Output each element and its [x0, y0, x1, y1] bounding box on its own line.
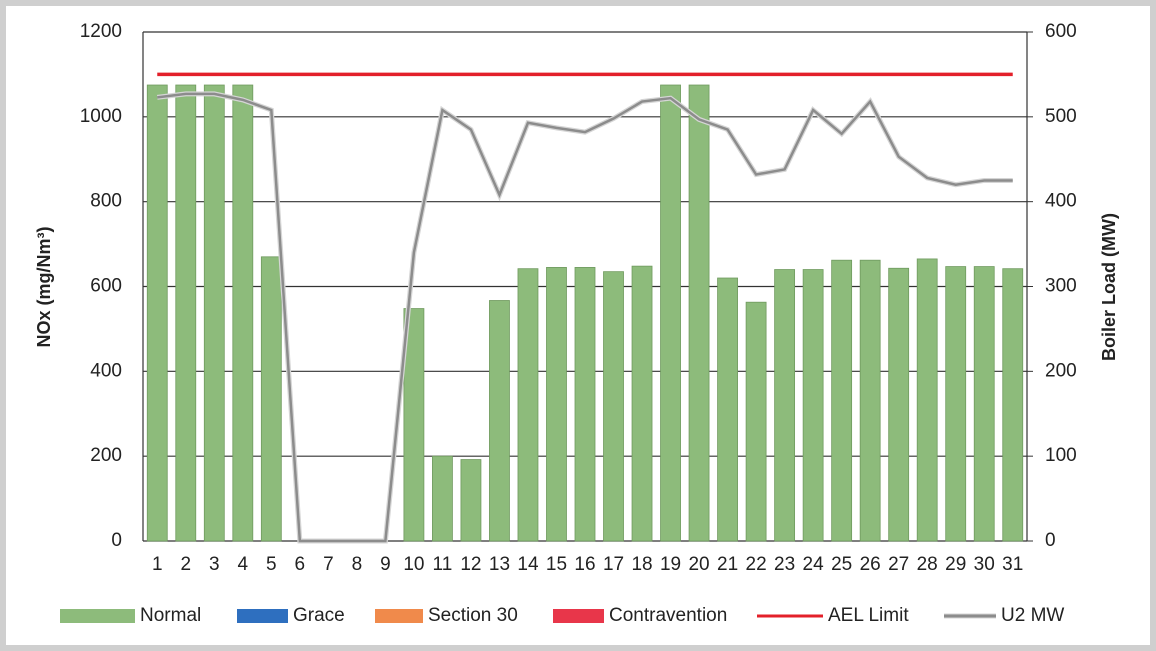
x-tick-label: 2 — [180, 554, 191, 575]
bar — [574, 267, 596, 542]
x-tick-label: 21 — [717, 554, 738, 575]
bar — [802, 269, 824, 542]
legend-label: U2 MW — [1001, 605, 1064, 626]
x-tick-label: 12 — [460, 554, 481, 575]
bar — [432, 455, 453, 542]
bar — [631, 265, 653, 542]
bar — [1002, 268, 1024, 542]
x-tick-label: 28 — [917, 554, 938, 575]
x-tick-label: 17 — [603, 554, 624, 575]
y-tick-label: 200 — [90, 445, 122, 466]
legend-label: Grace — [293, 605, 345, 626]
x-tick-label: 20 — [688, 554, 709, 575]
x-tick-label: 6 — [295, 554, 306, 575]
x-tick-label: 19 — [660, 554, 681, 575]
x-tick-label: 23 — [774, 554, 795, 575]
bar — [859, 259, 881, 542]
y-tick-label: 0 — [111, 530, 122, 551]
x-tick-label: 5 — [266, 554, 277, 575]
y2-tick-label: 500 — [1045, 106, 1077, 127]
bar — [203, 84, 225, 542]
legend-label: AEL Limit — [828, 605, 909, 626]
bar — [517, 268, 539, 542]
y-tick-label: 1000 — [80, 106, 122, 127]
y2-tick-label: 200 — [1045, 360, 1077, 381]
x-tick-label: 27 — [888, 554, 909, 575]
bar — [489, 300, 510, 542]
bar — [973, 266, 995, 542]
y-tick-label: 600 — [90, 276, 122, 297]
x-tick-label: 1 — [152, 554, 163, 575]
legend-swatch — [375, 609, 423, 623]
x-tick-label: 29 — [945, 554, 966, 575]
x-tick-label: 18 — [631, 554, 652, 575]
x-tick-label: 7 — [323, 554, 334, 575]
legend-swatch — [553, 609, 604, 623]
bar — [831, 259, 853, 542]
legend-label: Section 30 — [428, 605, 518, 626]
bar — [260, 256, 282, 542]
x-tick-label: 25 — [831, 554, 852, 575]
bar — [916, 258, 938, 542]
bar — [774, 269, 796, 542]
y2-tick-label: 600 — [1045, 21, 1077, 42]
bar — [175, 84, 197, 542]
bar — [745, 301, 767, 542]
bar — [688, 84, 710, 542]
y2-tick-label: 100 — [1045, 445, 1077, 466]
bar — [717, 277, 738, 542]
x-tick-label: 16 — [574, 554, 595, 575]
x-tick-label: 8 — [352, 554, 363, 575]
x-tick-label: 13 — [489, 554, 510, 575]
bar — [945, 266, 967, 542]
bar — [403, 308, 425, 542]
bar — [888, 267, 910, 542]
bar — [146, 84, 168, 542]
bar — [660, 84, 681, 542]
x-tick-label: 22 — [746, 554, 767, 575]
x-tick-label: 10 — [403, 554, 424, 575]
legend-label: Contravention — [609, 605, 727, 626]
y2-tick-label: 400 — [1045, 191, 1077, 212]
legend-swatch — [60, 609, 135, 623]
y2-tick-label: 0 — [1045, 530, 1056, 551]
line — [157, 92, 1013, 543]
legend-label: Normal — [140, 605, 201, 626]
bar — [232, 84, 254, 542]
x-tick-label: 24 — [803, 554, 825, 575]
legend-swatch — [237, 609, 288, 623]
x-tick-label: 11 — [433, 554, 453, 575]
bar — [460, 459, 482, 542]
y-axis-title: NOx (mg/Nm³) — [34, 226, 54, 347]
x-tick-label: 30 — [974, 554, 995, 575]
y-tick-label: 1200 — [80, 21, 122, 42]
x-tick-label: 3 — [209, 554, 220, 575]
x-tick-label: 31 — [1002, 554, 1023, 575]
x-tick-label: 9 — [380, 554, 391, 575]
x-tick-label: 4 — [238, 554, 249, 575]
x-tick-label: 15 — [546, 554, 567, 575]
y2-tick-label: 300 — [1045, 276, 1077, 297]
bar — [546, 267, 567, 542]
y-tick-label: 800 — [90, 191, 122, 212]
y-tick-label: 400 — [90, 360, 122, 381]
x-tick-label: 26 — [860, 554, 881, 575]
y2-axis-title: Boiler Load (MW) — [1099, 213, 1119, 361]
bar — [603, 271, 624, 542]
x-tick-label: 14 — [517, 554, 539, 575]
